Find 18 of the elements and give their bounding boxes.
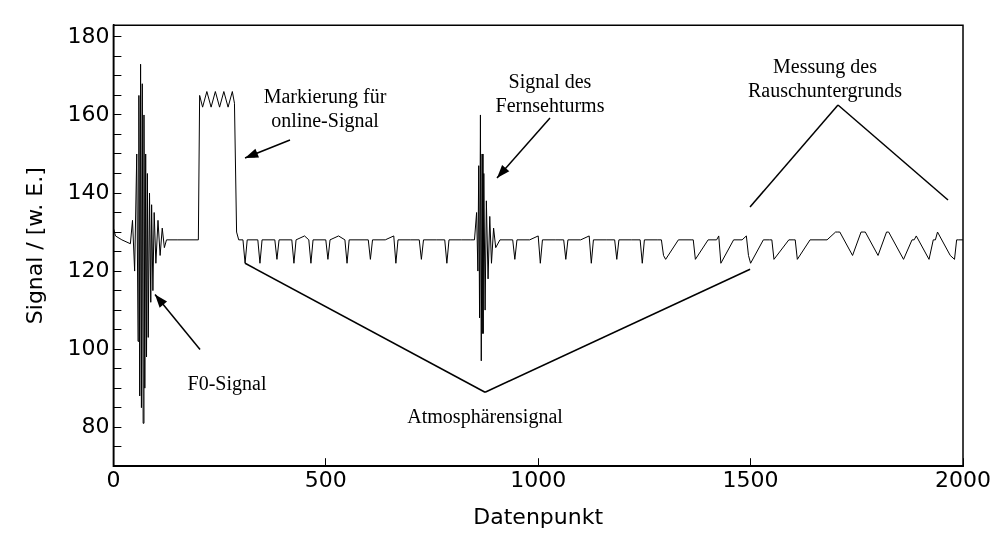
x-axis-title: Datenpunkt — [473, 503, 604, 529]
y-tick-label: 120 — [67, 256, 110, 282]
annotation: F0-Signal — [187, 371, 267, 395]
x-tick-label: 0 — [106, 467, 121, 493]
annotation: Messung des Rauschuntergrunds — [747, 55, 903, 103]
y-axis-title: Signal / [w. E.] — [21, 167, 47, 325]
y-tick-label: 100 — [67, 334, 110, 360]
x-tick-label: 1500 — [722, 467, 779, 493]
x-tick-label: 1000 — [510, 467, 567, 493]
annotation: Signal des Fernsehturms — [495, 70, 605, 117]
annotation: Markierung für online-Signal — [263, 85, 387, 133]
x-tick-label: 2000 — [935, 467, 992, 493]
y-tick-label: 180 — [67, 22, 110, 48]
y-tick-label: 160 — [67, 100, 110, 126]
x-tick-label: 500 — [304, 467, 347, 493]
annotation: Atmosphärensignal — [407, 404, 564, 428]
y-tick-label: 80 — [81, 412, 110, 438]
y-tick-label: 140 — [67, 178, 110, 204]
